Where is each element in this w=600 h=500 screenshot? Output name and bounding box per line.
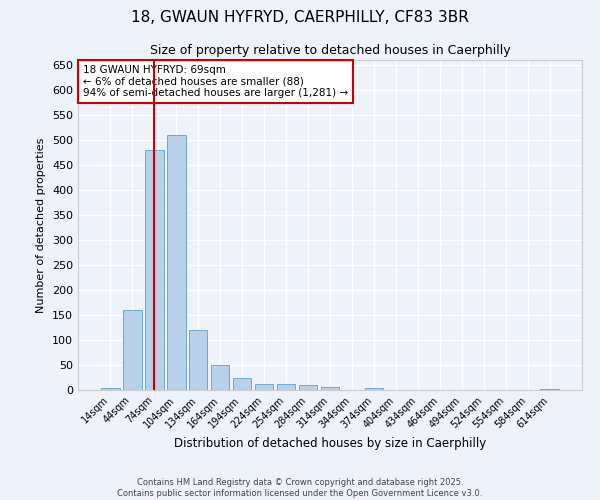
- Title: Size of property relative to detached houses in Caerphilly: Size of property relative to detached ho…: [149, 44, 511, 58]
- Bar: [255, 384, 274, 390]
- Bar: [123, 310, 142, 390]
- Text: Contains HM Land Registry data © Crown copyright and database right 2025.
Contai: Contains HM Land Registry data © Crown c…: [118, 478, 482, 498]
- Bar: [145, 150, 164, 390]
- Bar: [277, 384, 295, 390]
- Text: 18, GWAUN HYFRYD, CAERPHILLY, CF83 3BR: 18, GWAUN HYFRYD, CAERPHILLY, CF83 3BR: [131, 10, 469, 25]
- Bar: [299, 385, 317, 390]
- X-axis label: Distribution of detached houses by size in Caerphilly: Distribution of detached houses by size …: [174, 436, 486, 450]
- Bar: [189, 330, 208, 390]
- Bar: [365, 388, 383, 390]
- Bar: [167, 135, 185, 390]
- Bar: [233, 378, 251, 390]
- Y-axis label: Number of detached properties: Number of detached properties: [37, 138, 46, 312]
- Bar: [541, 388, 559, 390]
- Bar: [211, 365, 229, 390]
- Text: 18 GWAUN HYFRYD: 69sqm
← 6% of detached houses are smaller (88)
94% of semi-deta: 18 GWAUN HYFRYD: 69sqm ← 6% of detached …: [83, 65, 348, 98]
- Bar: [320, 386, 340, 390]
- Bar: [101, 388, 119, 390]
